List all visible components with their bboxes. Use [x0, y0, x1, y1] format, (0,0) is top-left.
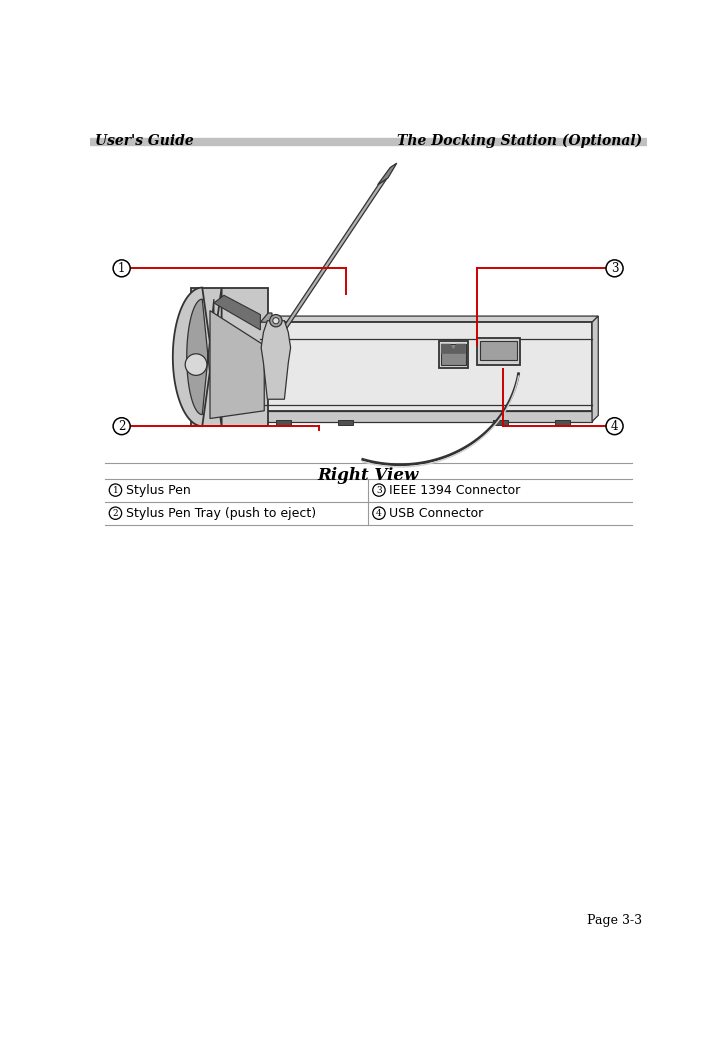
Polygon shape	[260, 316, 598, 322]
Text: 2: 2	[118, 420, 125, 432]
Polygon shape	[173, 287, 221, 426]
Polygon shape	[214, 295, 260, 330]
Bar	[555, 420, 570, 426]
Circle shape	[186, 354, 207, 376]
Bar	[260, 322, 592, 411]
Text: USB Connector: USB Connector	[389, 507, 483, 519]
Polygon shape	[441, 344, 466, 354]
Text: IEEE 1394 Connector: IEEE 1394 Connector	[389, 484, 521, 496]
Polygon shape	[210, 311, 265, 419]
Bar	[276, 420, 291, 426]
Circle shape	[113, 418, 130, 434]
Text: Page 3-3: Page 3-3	[587, 914, 643, 926]
Text: User's Guide: User's Guide	[94, 133, 193, 148]
Bar	[480, 342, 517, 360]
Bar	[493, 420, 508, 426]
Text: 1: 1	[113, 486, 119, 494]
Text: 1: 1	[118, 262, 125, 275]
Circle shape	[113, 260, 130, 277]
Circle shape	[273, 318, 279, 324]
Bar	[260, 411, 592, 422]
Circle shape	[372, 507, 385, 519]
Bar	[191, 287, 268, 426]
Polygon shape	[377, 164, 397, 185]
Polygon shape	[187, 299, 214, 414]
Bar	[477, 338, 520, 365]
Text: The Docking Station (Optional): The Docking Station (Optional)	[397, 133, 643, 148]
Polygon shape	[260, 313, 272, 322]
Circle shape	[109, 484, 122, 496]
Text: Stylus Pen Tray (push to eject): Stylus Pen Tray (push to eject)	[126, 507, 316, 519]
Circle shape	[606, 418, 623, 434]
Bar	[439, 342, 468, 367]
Bar	[90, 138, 647, 145]
Text: 4: 4	[376, 509, 382, 518]
Text: 4: 4	[611, 420, 618, 432]
Bar	[338, 420, 353, 426]
Bar	[441, 344, 466, 365]
Circle shape	[109, 507, 122, 519]
Circle shape	[372, 484, 385, 496]
Text: 3: 3	[611, 262, 618, 275]
Text: 3: 3	[376, 486, 382, 494]
Text: 2: 2	[113, 509, 118, 518]
Circle shape	[270, 315, 282, 327]
Polygon shape	[261, 321, 290, 400]
Circle shape	[606, 260, 623, 277]
Text: Stylus Pen: Stylus Pen	[126, 484, 191, 496]
Text: Right View: Right View	[318, 467, 418, 484]
Polygon shape	[592, 316, 598, 422]
Polygon shape	[278, 178, 387, 335]
